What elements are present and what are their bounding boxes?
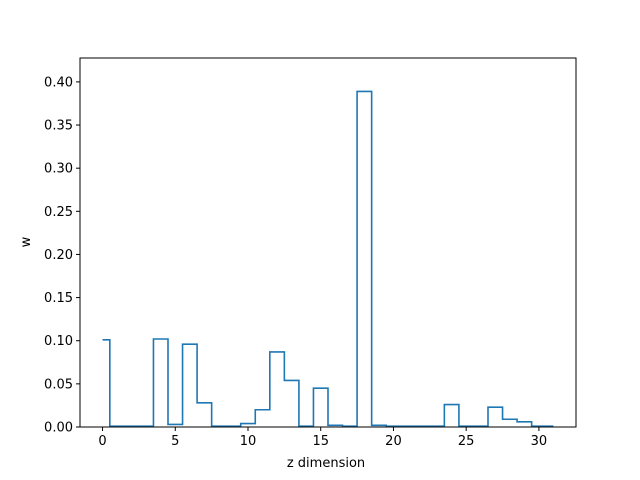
y-tick-label: 0.40: [44, 75, 73, 90]
y-tick-label: 0.25: [44, 205, 73, 220]
y-tick-label: 0.10: [44, 334, 73, 349]
x-tick-label: 10: [240, 434, 257, 449]
y-axis-label: w: [19, 236, 34, 247]
plot-area: [102, 90, 554, 427]
x-tick-label: 5: [171, 434, 179, 449]
y-tick-label: 0.20: [44, 248, 73, 263]
series-step-line: [102, 90, 554, 427]
y-tick-label: 0.15: [44, 291, 73, 306]
y-tick-label: 0.00: [44, 421, 73, 436]
x-tick-label: 25: [458, 434, 475, 449]
y-tick-label: 0.30: [44, 162, 73, 177]
x-tick-label: 0: [98, 434, 106, 449]
y-tick-label: 0.05: [44, 377, 73, 392]
x-axis-label: z dimension: [287, 456, 365, 471]
y-tick-label: 0.35: [44, 119, 73, 134]
plot-frame: [79, 57, 577, 428]
x-tick-label: 20: [385, 434, 402, 449]
y-axis-ticks: 0.00 0.05 0.10 0.15 0.20 0.25 0.30 0.35 0.40: [44, 75, 80, 436]
x-tick-label: 15: [312, 434, 329, 449]
x-axis-ticks: 0 5 10 15 20 25 30: [98, 427, 547, 449]
x-tick-label: 30: [531, 434, 548, 449]
